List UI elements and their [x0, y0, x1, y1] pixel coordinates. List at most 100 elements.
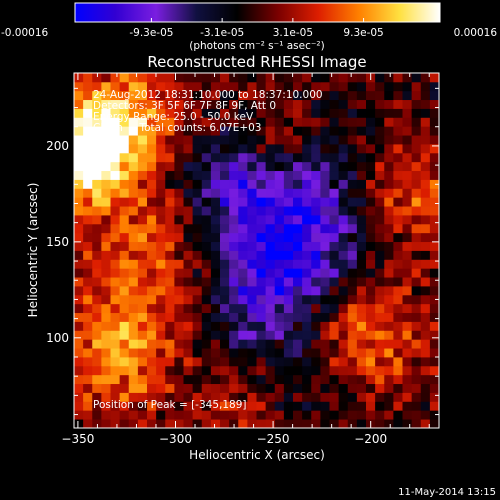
y-tick-label: 100: [46, 331, 69, 345]
heatmap-cell: [220, 259, 230, 269]
heatmap-cell: [347, 81, 358, 92]
heatmap-cell: [320, 90, 330, 101]
heatmap-cell: [375, 286, 385, 296]
heatmap-cell: [283, 259, 294, 269]
heatmap-cell: [293, 250, 303, 260]
heatmap-cell: [238, 383, 248, 393]
heatmap-cell: [347, 392, 358, 402]
heatmap-cell: [256, 321, 267, 331]
heatmap-cell: [201, 90, 212, 101]
heatmap-cell: [283, 241, 294, 251]
heatmap-cell: [92, 152, 102, 163]
heatmap-cell: [101, 312, 111, 322]
heatmap-cell: [229, 339, 239, 349]
heatmap-cell: [220, 99, 230, 109]
heatmap-cell: [110, 277, 121, 287]
heatmap-cell: [265, 144, 276, 154]
heatmap-cell: [302, 330, 312, 340]
heatmap-cell: [338, 241, 349, 251]
heatmap-cell: [366, 294, 376, 305]
heatmap-cell: [311, 108, 321, 118]
heatmap-cell: [320, 99, 330, 109]
heatmap-cell: [192, 241, 203, 251]
heatmap-cell: [329, 312, 340, 322]
heatmap-cell: [137, 277, 148, 287]
heatmap-cell: [393, 286, 403, 296]
heatmap-cell: [92, 223, 102, 234]
heatmap-cell: [174, 259, 184, 269]
heatmap-cell: [402, 383, 413, 393]
heatmap-cell: [192, 294, 203, 305]
heatmap-cell: [338, 383, 349, 393]
heatmap-cell: [302, 215, 312, 225]
heatmap-cell: [429, 374, 440, 385]
heatmap-cell: [92, 135, 102, 145]
heatmap-cell: [83, 357, 93, 367]
heatmap-cell: [311, 339, 321, 349]
heatmap-cell: [83, 170, 93, 180]
heatmap-cell: [311, 117, 321, 127]
heatmap-cell: [119, 232, 130, 243]
heatmap-cell: [320, 250, 330, 260]
heatmap-cell: [220, 348, 230, 358]
heatmap-cell: [147, 277, 157, 287]
chart-title: Reconstructed RHESSI Image: [147, 53, 366, 71]
heatmap-cell: [210, 286, 221, 296]
heatmap-cell: [119, 374, 130, 385]
heatmap-cell: [201, 179, 212, 189]
heatmap-cell: [302, 259, 312, 269]
heatmap-cell: [220, 374, 230, 385]
heatmap-cell: [311, 188, 321, 198]
heatmap-cell: [156, 321, 166, 331]
heatmap-cell: [247, 152, 257, 163]
heatmap-cell: [411, 188, 422, 198]
heatmap-cell: [429, 179, 440, 189]
heatmap-cell: [119, 90, 130, 101]
heatmap-cell: [183, 303, 194, 314]
heatmap-cell: [119, 339, 130, 349]
heatmap-cell: [192, 223, 203, 234]
heatmap-cell: [174, 339, 184, 349]
heatmap-cell: [265, 108, 276, 118]
heatmap-cell: [229, 232, 239, 243]
heatmap-cell: [238, 170, 248, 180]
heatmap-cell: [110, 419, 121, 429]
heatmap-cell: [356, 232, 367, 243]
heatmap-cell: [320, 268, 330, 278]
heatmap-cell: [83, 277, 93, 287]
heatmap-cell: [165, 117, 175, 127]
heatmap-cell: [302, 419, 312, 429]
heatmap-cell: [356, 286, 367, 296]
heatmap-cell: [165, 330, 175, 340]
heatmap-cell: [192, 419, 203, 429]
heatmap-cell: [311, 215, 321, 225]
heatmap-cell: [356, 330, 367, 340]
heatmap-cell: [74, 365, 84, 376]
heatmap-cell: [192, 357, 203, 367]
heatmap-cell: [302, 410, 312, 420]
heatmap-cell: [210, 232, 221, 243]
heatmap-cell: [302, 197, 312, 207]
heatmap-cell: [384, 312, 394, 322]
heatmap-cell: [83, 365, 93, 376]
heatmap-cell: [256, 81, 267, 92]
heatmap-cell: [83, 294, 93, 305]
heatmap-cell: [192, 215, 203, 225]
heatmap-cell: [265, 286, 276, 296]
heatmap-cell: [119, 392, 130, 402]
heatmap-cell: [311, 90, 321, 101]
heatmap-cell: [220, 161, 230, 172]
heatmap-cell: [83, 410, 93, 420]
heatmap-cell: [210, 410, 221, 420]
heatmap-cell: [201, 232, 212, 243]
heatmap-cell: [366, 383, 376, 393]
heatmap-cell: [128, 374, 139, 385]
heatmap-cell: [156, 117, 166, 127]
heatmap-cell: [293, 312, 303, 322]
annotation-time-range: 24-Aug-2012 18:31:10.000 to 18:37:10.000: [93, 89, 323, 101]
heatmap-cell: [366, 144, 376, 154]
heatmap-cell: [183, 108, 194, 118]
heatmap-cell: [366, 357, 376, 367]
heatmap-cell: [411, 99, 422, 109]
heatmap-cell: [283, 161, 294, 172]
